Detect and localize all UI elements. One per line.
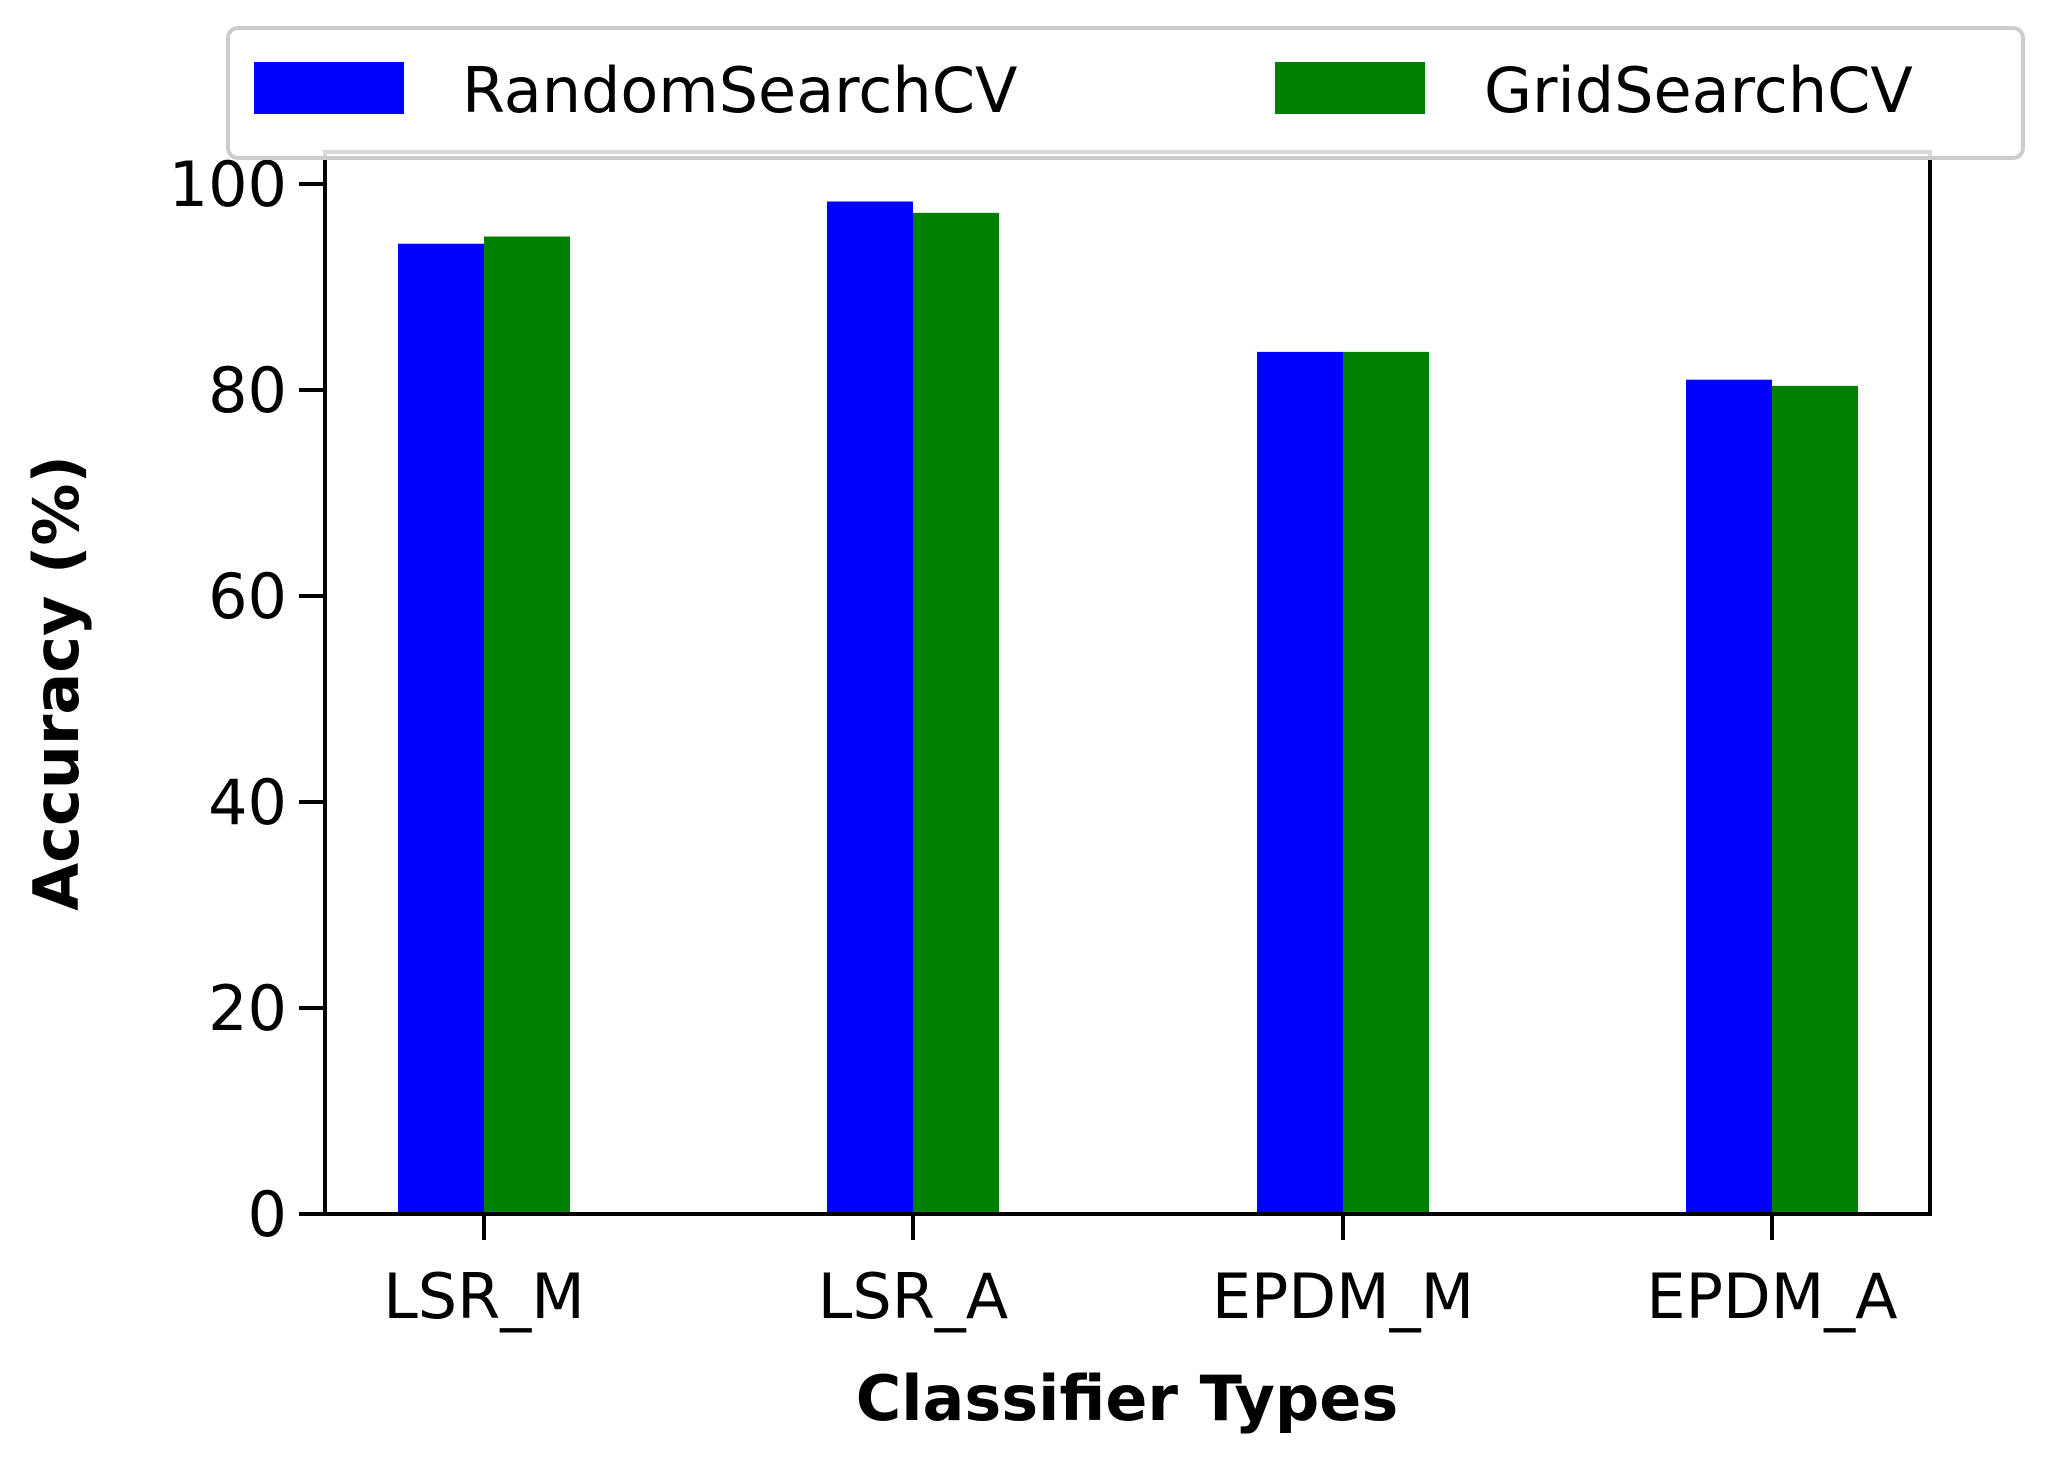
legend-swatch-randomsearchcv: [254, 62, 404, 114]
x-tick-label: LSR_M: [383, 1260, 584, 1333]
y-axis: 0 20 40 60 80 100: [169, 148, 325, 1251]
y-tick-label: 100: [169, 148, 287, 221]
y-tick-label: 80: [208, 354, 287, 427]
y-tick-label: 60: [208, 560, 287, 633]
bar-randomsearchcv-lsr-m: [398, 243, 484, 1215]
legend-label-gridsearchcv: GridSearchCV: [1484, 54, 1913, 127]
bar-gridsearchcv-epdm-a: [1772, 385, 1858, 1214]
legend-swatch-gridsearchcv: [1275, 62, 1425, 114]
legend-label-randomsearchcv: RandomSearchCV: [462, 54, 1017, 127]
y-tick-label: 20: [208, 972, 287, 1045]
legend-box: [226, 26, 2025, 160]
y-axis-title: Accuracy (%): [20, 455, 93, 911]
bar-gridsearchcv-lsr-a: [913, 212, 999, 1215]
x-tick-label: EPDM_A: [1646, 1260, 1897, 1333]
x-tick-label: LSR_A: [818, 1260, 1008, 1333]
x-axis-title: Classifier Types: [856, 1362, 1399, 1435]
bar-gridsearchcv-epdm-m: [1343, 351, 1429, 1214]
bar-gridsearchcv-lsr-m: [484, 236, 570, 1214]
bars-group: [398, 201, 1858, 1215]
y-tick-label: 0: [248, 1178, 287, 1251]
y-tick-label: 40: [208, 766, 287, 839]
bar-randomsearchcv-epdm-a: [1686, 379, 1772, 1214]
bar-randomsearchcv-lsr-a: [827, 201, 913, 1214]
x-axis: LSR_M LSR_A EPDM_M EPDM_A: [383, 1214, 1898, 1333]
bar-randomsearchcv-epdm-m: [1257, 351, 1343, 1214]
x-tick-label: EPDM_M: [1212, 1260, 1474, 1333]
legend: RandomSearchCV GridSearchCV: [226, 26, 2025, 160]
